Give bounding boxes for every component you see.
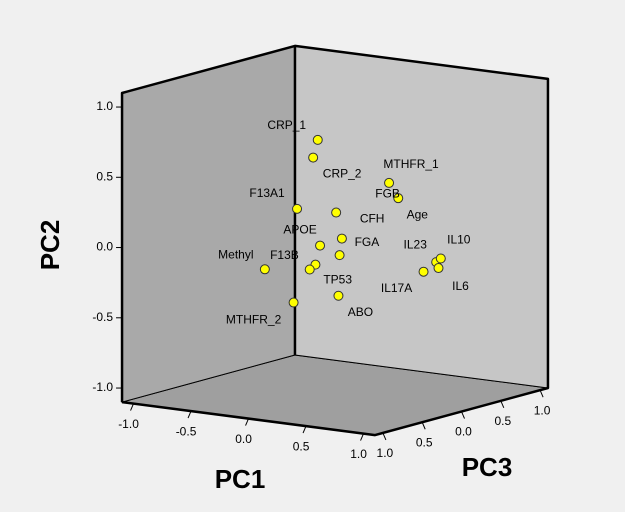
data-point: [292, 203, 303, 214]
point-label: IL17A: [381, 281, 412, 295]
z-tick: [500, 400, 505, 409]
x-tick: [302, 425, 307, 434]
z-tick: [421, 422, 426, 430]
data-point: [393, 193, 404, 204]
z-tick: [382, 432, 387, 441]
point-label: APOE: [283, 223, 316, 237]
y-tick-label: -0.5: [92, 310, 113, 324]
point-label: CRP_2: [323, 167, 362, 181]
data-point: [336, 233, 347, 244]
z-tick: [539, 389, 544, 398]
data-point: [384, 177, 395, 188]
z-axis-title: PC3: [462, 452, 513, 482]
data-point: [331, 207, 342, 218]
x-tick-label: -1.0: [118, 417, 139, 431]
point-label: IL23: [404, 237, 428, 251]
x-tick-label: 0.5: [293, 439, 310, 453]
x-tick: [245, 418, 249, 426]
data-point: [308, 152, 319, 163]
data-point: [312, 134, 323, 145]
data-point: [259, 264, 270, 275]
data-point: [418, 266, 429, 277]
x-tick: [187, 410, 192, 419]
left-wall: [121, 45, 296, 403]
z-tick-label: 0.0: [455, 425, 472, 439]
y-tick-label: 0.0: [96, 240, 113, 254]
point-label: Methyl: [218, 247, 253, 261]
point-label: Age: [407, 207, 429, 221]
point-label: F13B: [270, 248, 299, 262]
z-tick-label: 1.0: [377, 446, 394, 460]
y-axis-title: PC2: [35, 220, 65, 271]
point-label: IL6: [452, 279, 469, 293]
point-label: FGA: [355, 235, 380, 249]
y-tick-label: 0.5: [96, 169, 113, 183]
y-tick-label: -1.0: [92, 380, 113, 394]
x-tick: [130, 403, 134, 411]
data-point: [333, 290, 344, 301]
x-tick: [360, 433, 364, 441]
point-label: FGB: [375, 186, 400, 200]
z-tick-label: 0.5: [494, 414, 511, 428]
point-label: CRP_1: [267, 118, 306, 132]
z-tick-label: 1.0: [534, 403, 551, 417]
data-point: [304, 264, 315, 275]
point-label: ABO: [348, 305, 373, 319]
data-point: [435, 253, 446, 264]
data-point: [334, 250, 345, 261]
point-label: MTHFR_1: [383, 157, 439, 171]
point-label: TP53: [323, 273, 352, 287]
data-point: [433, 263, 444, 274]
x-tick-label: -0.5: [176, 424, 197, 438]
x-tick-label: 0.0: [235, 432, 252, 446]
point-label: F13A1: [249, 186, 285, 200]
point-label: IL10: [447, 233, 471, 247]
x-axis-title: PC1: [215, 464, 266, 494]
box-edge: [120, 44, 550, 437]
z-tick: [461, 411, 465, 419]
data-point: [315, 240, 326, 251]
y-tick-label: 1.0: [96, 99, 113, 113]
point-label: CFH: [360, 212, 385, 226]
point-label: MTHFR_2: [226, 313, 282, 327]
z-tick-label: 0.5: [416, 435, 433, 449]
x-tick-label: 1.0: [350, 447, 367, 461]
data-point: [288, 297, 299, 308]
